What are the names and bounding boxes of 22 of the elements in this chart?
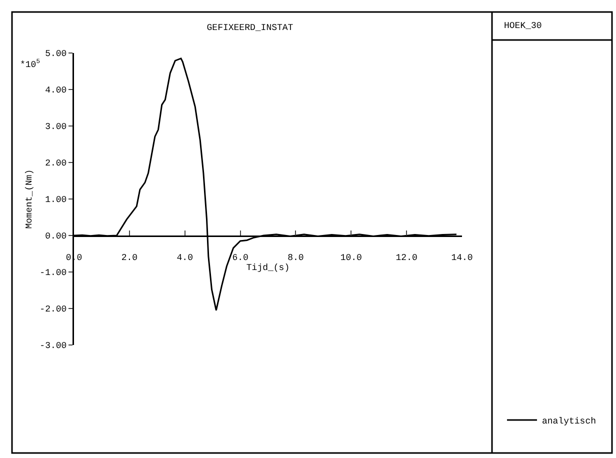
y-tick-label: 1.00 xyxy=(45,195,67,206)
y-tick-label: -1.00 xyxy=(40,268,67,278)
y-tick-label: 0.00 xyxy=(45,232,67,242)
text: *10$^{5}$ xyxy=(20,58,40,70)
x-tick-label: 10.0 xyxy=(340,252,362,263)
y-tick-label: 4.00 xyxy=(45,86,67,96)
x-tick-label: 6.0 xyxy=(232,252,248,263)
y-tick-label: 3.00 xyxy=(45,122,67,132)
legend-label: analytisch xyxy=(542,416,596,427)
y-tick-label: 5.00 xyxy=(45,49,67,60)
x-tick-label: 8.0 xyxy=(288,252,304,263)
x-tick-label: 4.0 xyxy=(176,252,193,263)
chart-title: GEFIXEERD_INSTAT xyxy=(206,23,294,34)
x-tick-label: 2.0 xyxy=(121,252,138,263)
x-axis-title: Tijd_(s) xyxy=(246,262,290,273)
y-tick-label: -3.00 xyxy=(40,341,67,352)
x-tick-label: 12.0 xyxy=(396,252,418,263)
y-axis-title: Moment_(Nm) xyxy=(24,169,34,229)
legend-title: HOEK_30 xyxy=(504,21,542,31)
y-tick-label: -2.00 xyxy=(40,304,67,315)
x-tick-label: 14.0 xyxy=(451,252,473,263)
y-tick-label: 2.00 xyxy=(45,158,67,169)
